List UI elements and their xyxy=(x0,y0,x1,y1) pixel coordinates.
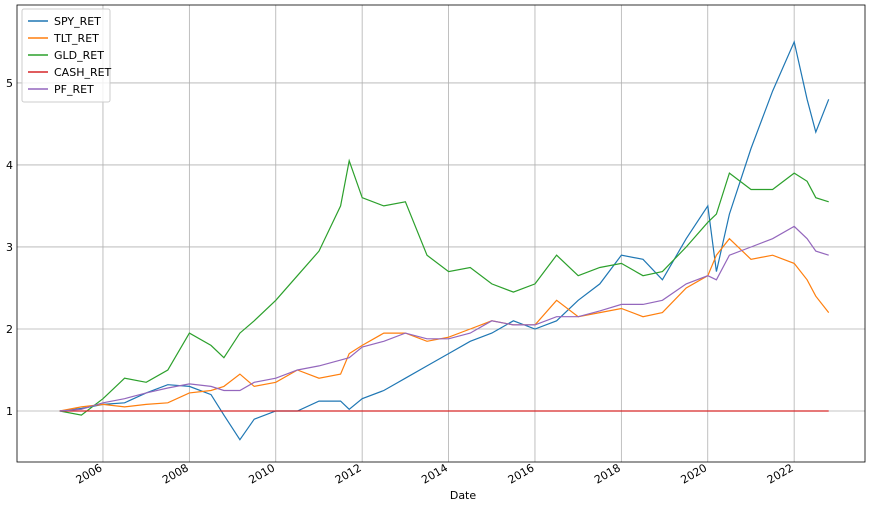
y-tick-label: 4 xyxy=(6,159,13,172)
y-tick-label: 5 xyxy=(6,77,13,90)
x-axis-label: Date xyxy=(450,489,477,502)
y-tick-label: 2 xyxy=(6,323,13,336)
x-tick-label: 2012 xyxy=(333,461,364,486)
legend-box xyxy=(21,8,111,103)
x-tick-label: 2018 xyxy=(592,461,623,486)
x-tick-label: 2014 xyxy=(419,461,450,486)
x-tick-label: 2008 xyxy=(160,461,191,486)
series-line xyxy=(59,39,830,441)
y-tick-label: 3 xyxy=(6,241,13,254)
series-line xyxy=(59,158,829,416)
x-tick-label: 2010 xyxy=(247,461,278,486)
legend-label: CASH_RET xyxy=(54,66,112,79)
legend-label: SPY_RET xyxy=(54,15,101,28)
legend-label: PF_RET xyxy=(54,83,94,96)
x-tick-label: 2016 xyxy=(506,461,537,486)
legend-label: GLD_RET xyxy=(54,49,104,62)
x-tick-label: 2020 xyxy=(679,461,710,486)
x-tick-label: 2022 xyxy=(765,461,796,486)
series-line xyxy=(59,237,830,412)
series-line xyxy=(59,225,829,412)
legend-label: TLT_RET xyxy=(53,32,99,45)
y-tick-label: 1 xyxy=(6,405,13,418)
x-tick-label: 2006 xyxy=(74,461,105,486)
plot-frame xyxy=(16,4,866,463)
